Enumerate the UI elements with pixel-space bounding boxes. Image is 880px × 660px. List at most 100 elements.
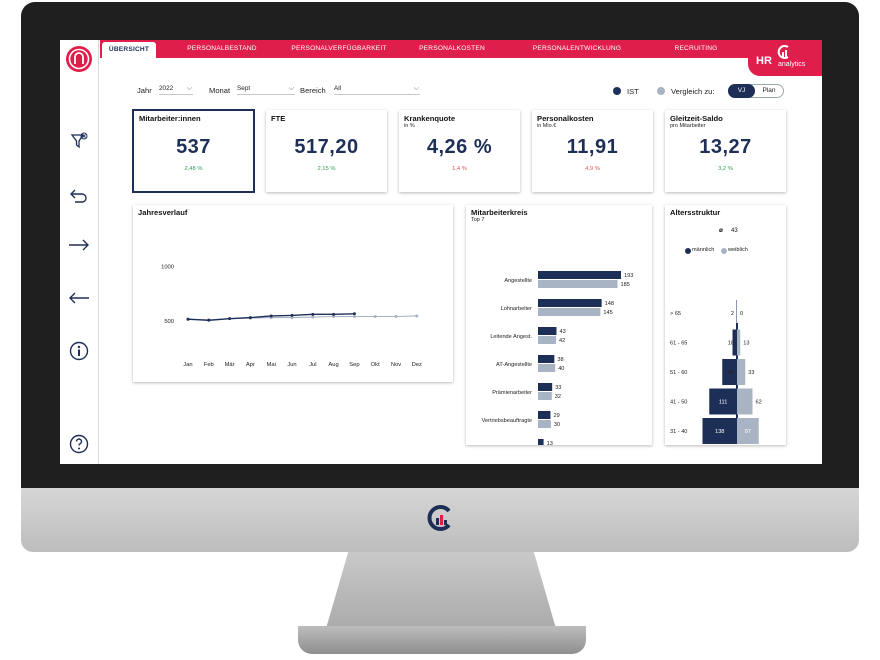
x-tick-label: Jan <box>183 362 192 368</box>
filter-monat-value: Sept <box>237 85 251 92</box>
tab-personalbestand[interactable]: PERSONALBESTAND <box>187 45 257 52</box>
filter-bereich-value: All <box>334 85 342 92</box>
legend-male-dot <box>685 248 691 254</box>
chart-title: Altersstruktur <box>670 208 721 217</box>
data-point <box>394 315 398 318</box>
kpi-delta: 3,2 % <box>718 166 733 172</box>
toggle-plan[interactable]: Plan <box>762 87 776 94</box>
kpi-value: 517,20 <box>294 136 359 158</box>
bar-male <box>732 329 737 356</box>
bar-female <box>737 329 741 356</box>
filter-monat-select[interactable]: Sept ⌵ <box>237 83 295 95</box>
x-tick-label: Mai <box>267 362 276 368</box>
brand-mark-icon <box>777 45 789 59</box>
legend-female-dot <box>721 248 727 254</box>
tab-personalentwicklung[interactable]: PERSONALENTWICKLUNG <box>532 45 622 52</box>
data-point <box>332 315 336 318</box>
y-tick-label: 1000 <box>161 265 174 271</box>
category-label: AT-Angestellte <box>496 362 532 368</box>
age-group-label: 41 - 50 <box>670 400 687 406</box>
help-icon[interactable] <box>69 434 89 454</box>
bar <box>538 355 555 363</box>
info-icon[interactable] <box>69 341 89 361</box>
back-icon[interactable] <box>69 186 89 204</box>
bar <box>538 271 621 279</box>
value-label-male: 138 <box>715 429 724 435</box>
kpi-subtitle: in Mio.€ <box>537 123 557 129</box>
filter-jahr-label: Jahr <box>137 86 152 95</box>
x-tick-label: Okt <box>371 362 380 368</box>
kpi-card-fte[interactable]: FTE 517,20 2,15 % <box>266 110 387 192</box>
filter-bereich-label: Bereich <box>300 86 326 95</box>
pyramid-chart: > 65 2 0 61 - 65 18 13 51 - 60 59 33 41 - 50 111 62… <box>670 300 762 444</box>
chart-card-mitarbeiterkreis: Mitarbeiterkreis Top 7 Angestellte 193 185… <box>466 205 652 445</box>
kpi-delta: 1,4 % <box>452 166 467 172</box>
kpi-card-mitarbeiter[interactable]: Mitarbeiter:innen 537 2,48 % <box>132 109 255 193</box>
data-point <box>311 312 315 316</box>
avg-age: 43 <box>731 228 738 234</box>
previous-icon[interactable] <box>68 292 90 304</box>
kpi-title: FTE <box>271 114 286 123</box>
tab-personalkosten[interactable]: PERSONALKOSTEN <box>419 45 485 52</box>
data-point <box>207 318 211 322</box>
kpi-delta: 2,15 % <box>317 166 336 172</box>
kpi-card-gleitzeit[interactable]: Gleitzeit-Saldo pro Mitarbeiter 13,27 3,… <box>665 110 786 192</box>
kpi-card-personalkosten[interactable]: Personalkosten in Mio.€ 11,91 4,9 % <box>532 110 653 192</box>
x-tick-label: Nov <box>391 362 401 368</box>
bar-value-label: 33 <box>555 385 561 391</box>
toggle-vj[interactable]: VJ <box>728 84 755 98</box>
tab-recruiting[interactable]: RECRUITING <box>674 45 718 52</box>
bar-value-label: 185 <box>621 282 630 288</box>
category-label: Vertriebsbeauftragte <box>482 418 532 424</box>
kpi-title: Gleitzeit-Saldo <box>670 114 723 123</box>
age-group-label: 61 - 65 <box>670 341 687 347</box>
value-label-male: 111 <box>719 400 728 406</box>
bar-value-label: 13 <box>547 441 553 445</box>
data-point <box>332 312 336 316</box>
filter-bereich-select[interactable]: All ⌵ <box>334 83 420 95</box>
category-label: Lohnarbeiter <box>501 306 533 312</box>
tab-personalverfuegbarkeit[interactable]: PERSONALVERFÜGBARKEIT <box>291 45 387 52</box>
kpi-value: 11,91 <box>566 136 619 158</box>
bar-value-label: 42 <box>559 338 565 344</box>
brand-hr: HR <box>756 55 772 67</box>
vergleich-legend-dot <box>657 87 665 95</box>
filter-monat-label: Monat <box>209 86 231 95</box>
avg-symbol: ø <box>719 227 723 234</box>
data-point <box>248 316 252 320</box>
kpi-card-krankenquote[interactable]: Krankenquote in % 4,26 % 1,4 % <box>399 110 520 192</box>
category-label: Angestellte <box>504 278 532 284</box>
bar <box>538 439 544 445</box>
logo-icon[interactable] <box>65 45 93 73</box>
bar <box>538 364 556 372</box>
brand-analytics: analytics <box>778 61 806 68</box>
data-point <box>290 313 294 317</box>
bar <box>538 336 557 344</box>
x-tick-label: Sep <box>349 362 359 368</box>
category-label: Leitende Angest. <box>490 334 532 340</box>
bar-chart: Angestellte 193 185 Lohnarbeiter 148 145 Leite… <box>482 271 633 445</box>
filter-jahr-select[interactable]: 2022 ⌵ <box>159 83 193 95</box>
age-group-label: 31 - 40 <box>670 429 687 435</box>
bar-male <box>736 300 737 326</box>
value-label-male: 59 <box>728 370 734 376</box>
bar-female <box>737 388 753 415</box>
forward-icon[interactable] <box>68 239 90 251</box>
bar <box>538 420 551 428</box>
kpi-value: 13,27 <box>699 136 752 158</box>
top-nav <box>100 40 822 58</box>
filter-clear-icon[interactable] <box>70 132 88 150</box>
data-point <box>269 314 273 318</box>
bar-value-label: 193 <box>624 273 633 279</box>
bar-value-label: 145 <box>603 310 612 316</box>
data-point <box>290 316 294 320</box>
tab-uebersicht[interactable]: ÜBERSICHT <box>102 42 156 58</box>
bar-value-label: 43 <box>559 329 565 335</box>
chart-card-altersstruktur: Altersstruktur ø 43 männlich weiblich > … <box>665 205 786 445</box>
x-tick-label: Apr <box>246 362 255 368</box>
kpi-subtitle: pro Mitarbeiter <box>670 123 706 129</box>
kpi-delta: 2,48 % <box>184 166 203 172</box>
kpi-title: Krankenquote <box>404 114 456 123</box>
age-group-label: > 65 <box>670 311 681 317</box>
value-label-female: 0 <box>740 311 743 317</box>
